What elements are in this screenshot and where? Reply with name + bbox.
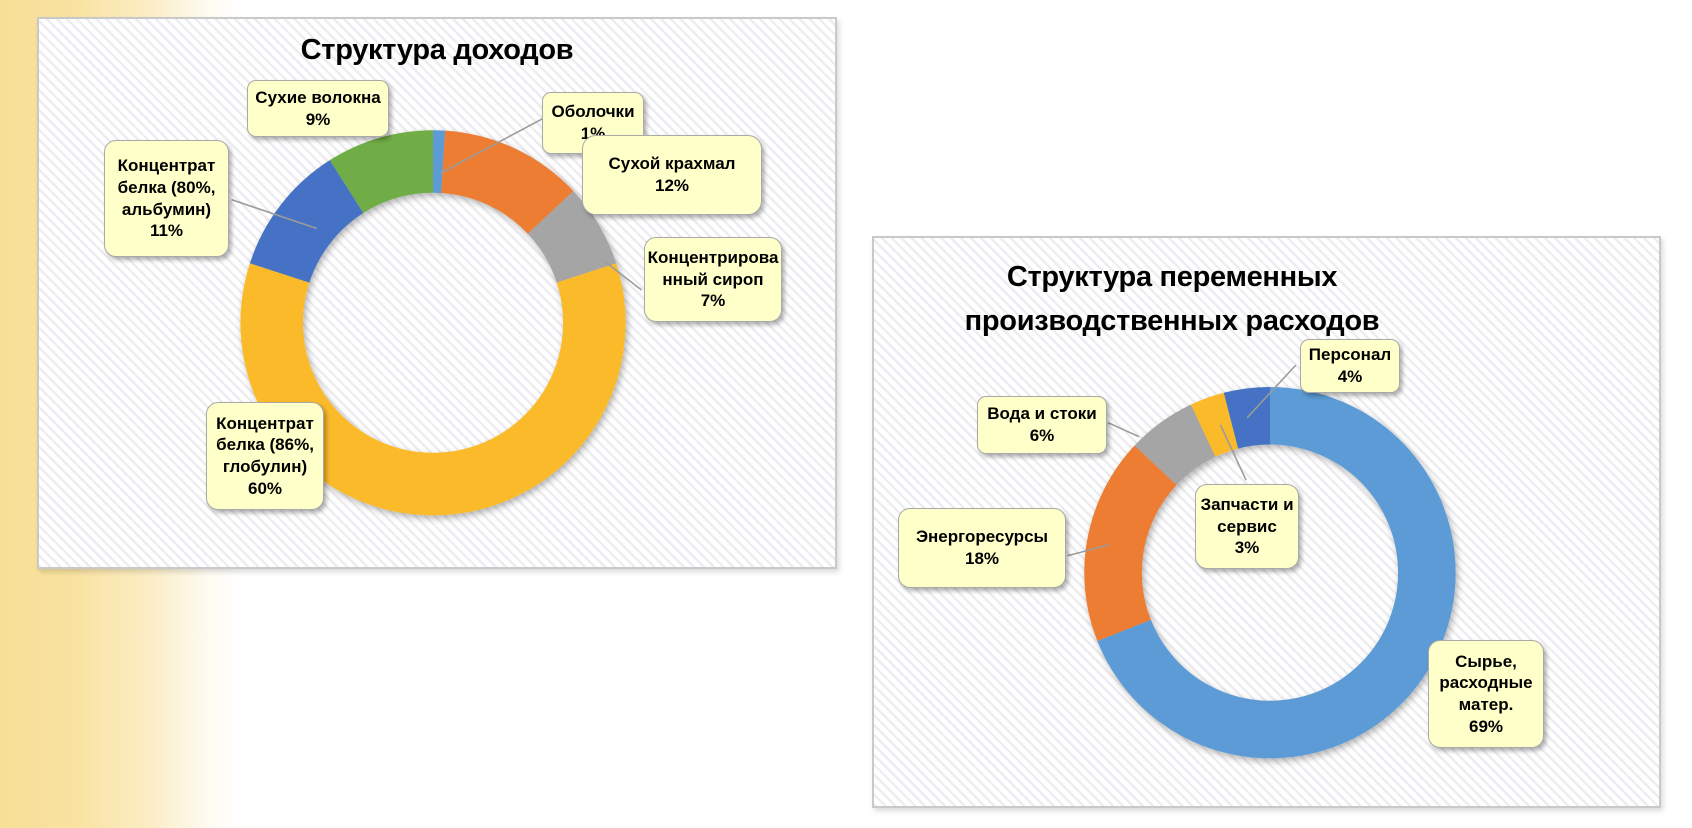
donut-slice-0[interactable] (1097, 386, 1456, 759)
callout-percent: 11% (149, 221, 184, 241)
callout-label-line: глобулин) (222, 457, 308, 476)
data-callout[interactable]: Концентрат белка (80%, альбумин) 11% (104, 140, 229, 257)
callout-percent: 12% (654, 176, 690, 195)
data-callout[interactable]: Вода и стоки 6% (977, 396, 1107, 454)
callout-leader-line (1067, 544, 1110, 557)
callout-label-line: Вода и стоки (987, 404, 1097, 424)
data-callout[interactable]: Запчасти и сервис 3% (1195, 484, 1299, 569)
callout-percent: 6% (1029, 426, 1055, 445)
chart-title-line: Структура переменных (1006, 261, 1338, 293)
data-callout[interactable]: Концентрат белка (86%, глобулин) 60% (206, 402, 324, 510)
callout-label-line: альбумин) (121, 199, 212, 219)
callout-label-line: Сухой крахмал (608, 154, 736, 174)
donut-slice-1[interactable] (1084, 445, 1177, 642)
callout-label-line: нный сироп (662, 269, 764, 289)
callout-label-line: матер. (1458, 695, 1514, 714)
donut-slice-1[interactable] (441, 130, 574, 234)
callout-percent: 3% (1234, 538, 1260, 558)
callout-percent: 9% (305, 109, 331, 129)
callout-percent: 69% (1468, 716, 1504, 736)
chart-panel-variable-costs: Структура переменных производственных рас… (872, 236, 1661, 808)
data-callout[interactable]: Сухой крахмал 12% (582, 135, 762, 215)
donut-ring (1084, 386, 1456, 759)
income-donut-chart (231, 116, 642, 516)
donut-ring (240, 130, 626, 516)
chart-title-line: производственных расходов (964, 304, 1380, 337)
data-callout[interactable]: Концентрирова нный сироп 7% (644, 237, 782, 322)
chart-panel-income: Структура доходов Сухие волокна 9% Оболочк… (37, 17, 837, 569)
data-callout[interactable]: Персонал 4% (1300, 339, 1400, 393)
costs-donut-chart (1067, 364, 1456, 759)
chart-title-line: Структура доходов (300, 34, 574, 66)
callout-percent: 18% (964, 549, 1000, 568)
callout-label-line: белка (86%, (216, 435, 314, 455)
donut-slice-5[interactable] (329, 130, 434, 213)
callout-label-line: Концентрат (216, 413, 314, 433)
callout-leader-line (440, 116, 546, 174)
callout-label-line: расходные (1439, 673, 1533, 693)
donut-slice-2[interactable] (527, 190, 617, 283)
callout-label-line: Оболочки (551, 102, 635, 122)
donut-slice-0[interactable] (433, 130, 446, 193)
callout-label-line: Энергоресурсы (915, 527, 1049, 547)
callout-label-line: Запчасти и (1200, 495, 1294, 515)
callout-leader-line (231, 198, 318, 230)
data-callout[interactable]: Энергоресурсы 18% (898, 508, 1066, 588)
callout-leader-line (1246, 364, 1297, 419)
donut-slice-3[interactable] (240, 263, 626, 516)
callout-percent: 7% (700, 291, 726, 311)
data-callout[interactable]: Сырье, расходные матер. 69% (1428, 640, 1544, 748)
donut-slice-4[interactable] (1223, 386, 1270, 449)
callout-label-line: Концентрат (117, 156, 216, 176)
chart-title-income: Структура доходов (41, 29, 833, 73)
donut-slice-4[interactable] (249, 160, 364, 283)
callout-leader-line (1107, 421, 1140, 438)
callout-label-line: Персонал (1308, 345, 1392, 365)
callout-percent: 4% (1337, 367, 1363, 386)
donut-slice-2[interactable] (1134, 404, 1216, 485)
callout-leader-line (605, 261, 642, 291)
callout-label-line: Сырье, (1455, 651, 1517, 671)
callout-label-line: белка (80%, (117, 177, 216, 197)
chart-title-variable-costs: Структура переменных производственных рас… (962, 256, 1382, 343)
callout-label-line: Концентрирова (647, 248, 779, 268)
callout-leader-line (1219, 424, 1247, 481)
donut-slice-3[interactable] (1190, 392, 1239, 457)
data-callout[interactable]: Сухие волокна 9% (247, 80, 389, 137)
callout-label-line: Сухие волокна (255, 87, 381, 107)
callout-percent: 60% (247, 478, 283, 498)
callout-label-line: сервис (1217, 516, 1277, 536)
